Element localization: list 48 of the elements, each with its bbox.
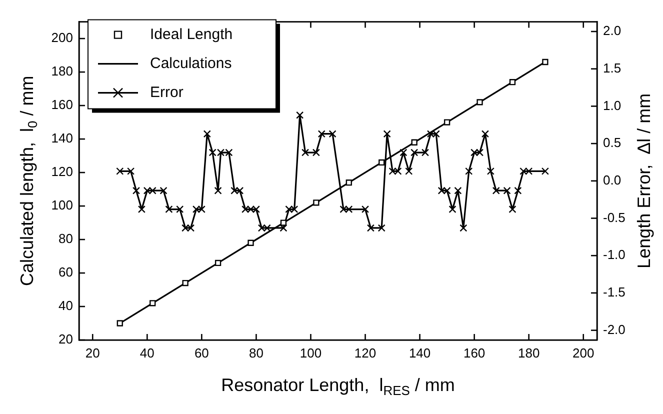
y-tick-label: 140 [51, 130, 73, 146]
y-tick-label: 100 [51, 198, 73, 213]
point [346, 180, 352, 186]
legend-label: Ideal Length [150, 26, 233, 43]
x-tick-label: 180 [518, 345, 540, 360]
y-tick-label: 160 [51, 97, 73, 112]
x-tick-label: 20 [85, 345, 100, 360]
y2-tick-label: 1.5 [603, 60, 622, 76]
point [509, 79, 516, 86]
x-tick-label: 60 [194, 345, 209, 360]
legend-label: Calculations [150, 54, 232, 72]
y-tick-label: 80 [58, 231, 73, 246]
point [150, 300, 156, 306]
y2-tick-label: -2.0 [603, 322, 626, 337]
y-tick-label: 40 [58, 298, 73, 314]
y-tick-label: 60 [58, 264, 73, 280]
x-tick-label: 120 [354, 345, 376, 360]
point [313, 200, 320, 206]
point [378, 159, 385, 166]
point [214, 260, 222, 266]
y-tick-label: 120 [51, 164, 73, 180]
y-axis-title: Calculated length, l0 / mm [16, 76, 40, 286]
y-tick-label: 200 [51, 30, 73, 46]
legend-label: Error [150, 84, 184, 101]
y-tick-label: 20 [58, 332, 73, 347]
y2-tick-label: -1.5 [603, 284, 626, 300]
x-tick-label: 200 [572, 345, 594, 360]
x-tick-label: 160 [463, 345, 486, 360]
point [116, 320, 123, 326]
y2-axis-title: Length Error, Δl / mm [634, 93, 654, 268]
point [542, 58, 548, 66]
x-tick-label: 40 [140, 345, 154, 360]
point [248, 240, 254, 246]
y2-tick-label: 0.5 [603, 135, 622, 150]
point [476, 99, 483, 106]
y2-tick-label: -0.5 [603, 210, 626, 225]
y2-tick-label: 1.0 [603, 98, 622, 113]
x-tick-label: 140 [408, 345, 431, 360]
y2-tick-label: -1.0 [603, 247, 626, 262]
point [182, 280, 188, 286]
y2-tick-label: 2.0 [603, 23, 622, 38]
point [280, 220, 287, 226]
point [411, 139, 418, 146]
y2-tick-label: 0.0 [603, 172, 622, 188]
point [444, 119, 450, 126]
x-tick-label: 100 [300, 345, 322, 360]
x-tick-label: 80 [248, 345, 264, 360]
y-tick-label: 180 [51, 64, 73, 79]
